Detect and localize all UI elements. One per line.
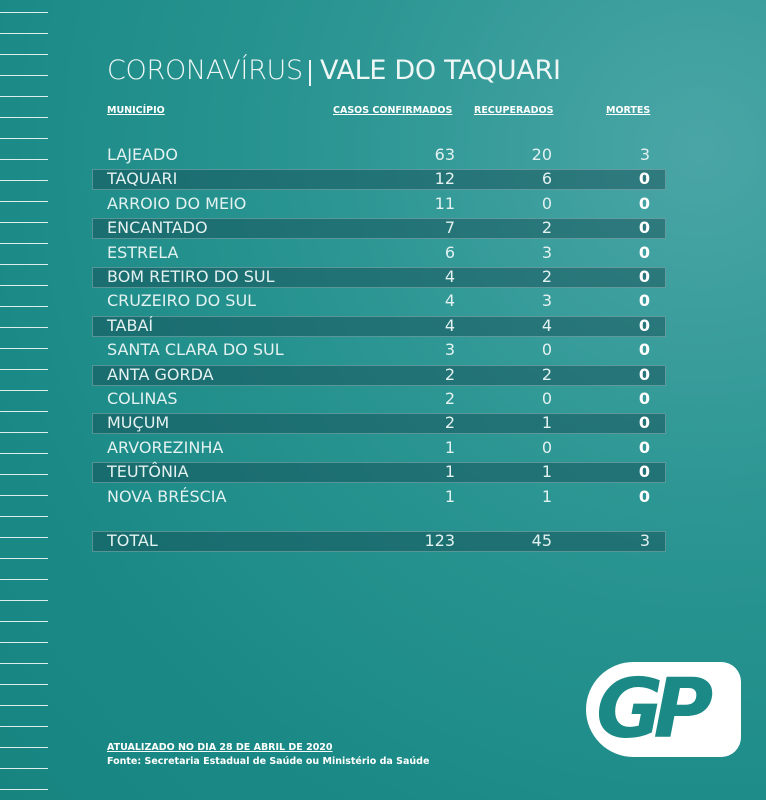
row-band — [92, 413, 666, 435]
cell-name: ESTRELA — [107, 242, 179, 262]
cell-number: 0 — [638, 413, 650, 433]
cell-name: TABAÍ — [107, 315, 154, 335]
cell-number: 4 — [444, 291, 455, 311]
cell-number: 4 — [541, 315, 552, 335]
cell-number: 3 — [444, 340, 455, 360]
cell-number: 123 — [424, 531, 455, 550]
cell-number: 0 — [638, 169, 650, 189]
row-band — [92, 218, 666, 240]
row-band — [92, 531, 666, 552]
cell-number: 0 — [638, 340, 650, 360]
cell-name: TOTAL — [107, 531, 158, 550]
cell-number: 20 — [531, 145, 552, 164]
cell-number: 2 — [444, 364, 455, 384]
cell-number: 0 — [638, 437, 650, 457]
cell-number: 0 — [638, 462, 650, 482]
col-header: RECUPERADOS — [474, 105, 554, 116]
cell-number: 0 — [638, 315, 650, 335]
cell-number: 7 — [444, 218, 455, 238]
row-band — [92, 267, 666, 288]
cell-number: 3 — [541, 291, 552, 311]
decor-stripes — [0, 12, 48, 792]
cell-number: 0 — [541, 340, 552, 360]
cell-name: COLINAS — [107, 389, 178, 408]
cell-name: ENCANTADO — [107, 218, 208, 238]
col-header: CASOS CONFIRMADOS — [333, 105, 453, 116]
source-note: Fonte: Secretaria Estadual de Saúde ou M… — [107, 756, 430, 767]
cell-number: 0 — [541, 389, 552, 408]
cell-number: 12 — [434, 169, 455, 189]
cell-number: 4 — [444, 315, 455, 335]
cell-name: CRUZEIRO DO SUL — [107, 291, 257, 311]
cell-name: BOM RETIRO DO SUL — [107, 267, 275, 286]
cell-number: 0 — [638, 364, 650, 384]
row-band — [92, 169, 666, 191]
col-header: MUNICÍPIO — [107, 105, 165, 116]
cell-name: ARROIO DO MEIO — [107, 193, 247, 213]
cell-name: ANTA GORDA — [107, 364, 214, 384]
cell-number: 1 — [444, 462, 455, 482]
row-band — [92, 315, 666, 337]
cell-number: 3 — [639, 531, 650, 550]
cell-number: 3 — [639, 145, 650, 164]
cell-number: 2 — [541, 364, 552, 384]
cell-number: 0 — [638, 486, 650, 506]
cell-name: LAJEADO — [107, 145, 178, 164]
cell-number: 1 — [541, 413, 552, 433]
cell-number: 0 — [638, 389, 650, 408]
cell-number: 0 — [638, 193, 650, 213]
cell-number: 3 — [541, 242, 552, 262]
cell-number: 4 — [444, 267, 455, 286]
cell-number: 0 — [638, 291, 650, 311]
col-header: MORTES — [606, 105, 651, 116]
row-band — [92, 462, 666, 484]
title-divider — [309, 60, 311, 86]
logo-bg — [586, 662, 741, 757]
cell-name: ARVOREZINHA — [107, 437, 224, 457]
cell-number: 63 — [434, 145, 455, 164]
cell-number: 6 — [541, 169, 552, 189]
cell-name: NOVA BRÉSCIA — [107, 486, 227, 506]
cell-number: 1 — [444, 437, 455, 457]
cell-name: TAQUARI — [107, 169, 178, 189]
cell-number: 0 — [541, 193, 552, 213]
cell-number: 1 — [444, 486, 455, 506]
cell-number: 0 — [638, 267, 650, 286]
logo: GP — [596, 662, 713, 757]
cell-number: 2 — [444, 389, 455, 408]
cell-name: TEUTÔNIA — [107, 462, 189, 482]
title-right: VALE DO TAQUARI — [320, 55, 561, 86]
cell-name: SANTA CLARA DO SUL — [107, 340, 284, 360]
title-left: CORONAVÍRUS — [107, 55, 303, 86]
cell-number: 11 — [434, 193, 455, 213]
cell-number: 1 — [541, 462, 552, 482]
updated-note: ATUALIZADO NO DIA 28 DE ABRIL DE 2020 — [107, 742, 333, 753]
cell-number: 2 — [444, 413, 455, 433]
cell-number: 2 — [541, 218, 552, 238]
cell-number: 45 — [531, 531, 552, 550]
cell-number: 0 — [541, 437, 552, 457]
cell-number: 6 — [444, 242, 455, 262]
cell-number: 2 — [541, 267, 552, 286]
cell-number: 1 — [541, 486, 552, 506]
row-band — [92, 364, 666, 386]
cell-number: 0 — [638, 218, 650, 238]
cell-name: MUÇUM — [107, 413, 170, 433]
cell-number: 0 — [638, 242, 650, 262]
